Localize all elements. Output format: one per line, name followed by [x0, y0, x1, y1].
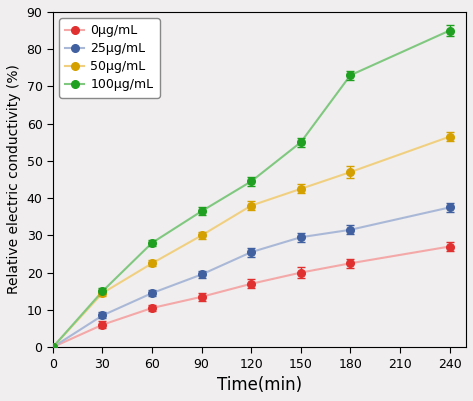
Y-axis label: Relative electric conductivity (%): Relative electric conductivity (%): [7, 65, 21, 294]
X-axis label: Time(min): Time(min): [217, 376, 302, 394]
Legend: 0μg/mL, 25μg/mL, 50μg/mL, 100μg/mL: 0μg/mL, 25μg/mL, 50μg/mL, 100μg/mL: [59, 18, 160, 98]
